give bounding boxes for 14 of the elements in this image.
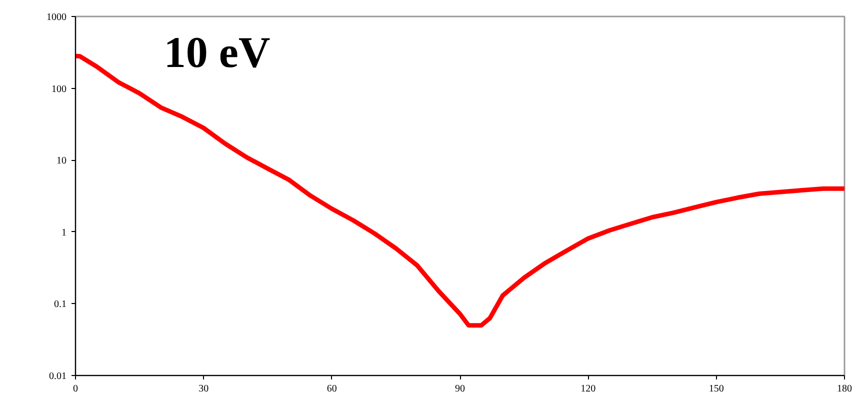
y-tick-label: 100 (52, 84, 66, 95)
x-tick-label: 30 (198, 384, 209, 394)
y-tick-label: 1000 (46, 12, 66, 23)
x-tick-label: 60 (326, 384, 337, 394)
y-tick-label: 0.1 (54, 299, 66, 310)
chart-title: 10 eV (164, 28, 270, 77)
x-tick-label: 90 (455, 384, 465, 394)
x-tick-label: 0 (73, 384, 78, 394)
y-tick-label: 1 (62, 227, 66, 238)
x-tick-label: 150 (708, 384, 724, 394)
x-tick-label: 120 (580, 384, 596, 394)
x-tick-label: 180 (837, 384, 852, 394)
y-tick-label: 10 (56, 156, 66, 167)
y-tick-label: 0.01 (49, 371, 66, 382)
